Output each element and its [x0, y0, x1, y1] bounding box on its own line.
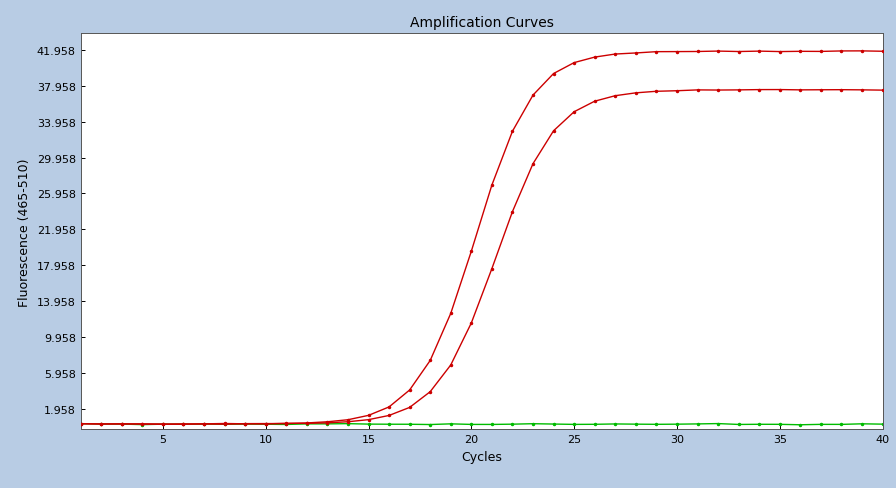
Y-axis label: Fluorescence (465-510): Fluorescence (465-510): [18, 158, 31, 306]
Title: Amplification Curves: Amplification Curves: [409, 16, 554, 30]
X-axis label: Cycles: Cycles: [461, 450, 502, 463]
